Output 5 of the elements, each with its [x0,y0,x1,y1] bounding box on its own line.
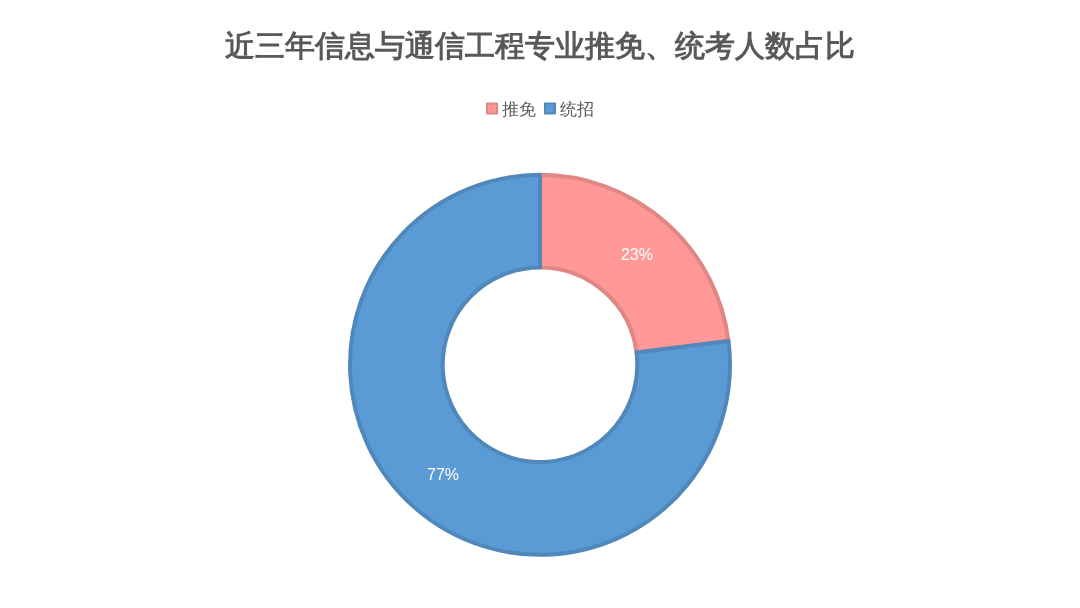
data-label: 23% [620,246,653,264]
data-label: 77% [427,466,460,484]
legend-label: 统招 [560,98,594,119]
chart-title: 近三年信息与通信工程专业推免、统考人数占比 [225,27,855,63]
legend-label: 推免 [502,98,536,119]
